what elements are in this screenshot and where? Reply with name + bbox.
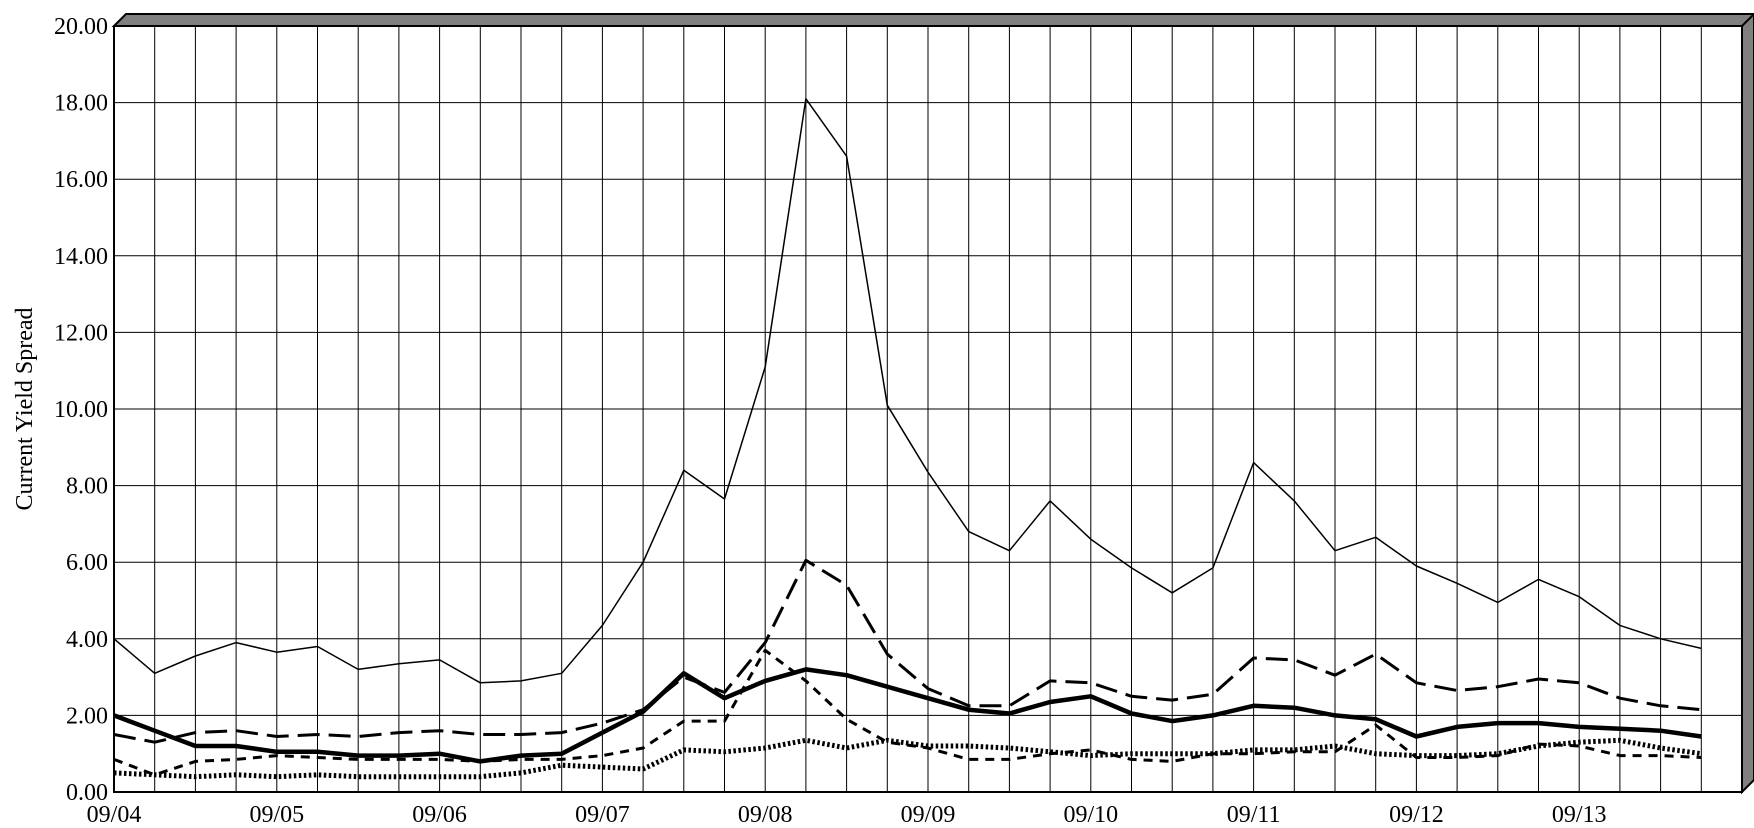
y-tick-label: 12.00: [54, 320, 108, 346]
series-line-5: [113, 737, 1702, 780]
x-tick-label: 09/10: [1063, 802, 1118, 828]
x-tick-label: 09/05: [249, 802, 304, 828]
x-axis-ticks: 09/04 09/05 09/06 09/07 09/08 09/09 09/10 09/11…: [87, 802, 1607, 828]
y-tick-label: 14.00: [54, 244, 108, 270]
y-tick-label: 10.00: [54, 397, 108, 423]
y-tick-label: 6.00: [66, 550, 108, 576]
y-tick-label: 8.00: [66, 474, 108, 500]
y-tick-label: 4.00: [66, 627, 108, 653]
x-tick-label: 09/11: [1227, 802, 1281, 828]
series-line-3: [113, 667, 1702, 764]
plot-border: [113, 25, 1743, 793]
grid: [114, 25, 1742, 793]
x-tick-label: 09/09: [901, 802, 956, 828]
series-layer: [113, 98, 1702, 780]
x-tick-label: 09/07: [575, 802, 630, 828]
x-tick-label: 09/08: [738, 802, 793, 828]
series-line-1: [113, 98, 1702, 684]
y-tick-label: 20.00: [54, 14, 108, 40]
y-axis-ticks: 0.00 2.00 4.00 6.00 8.00 10.00 12.00 14.00 16.00…: [54, 14, 108, 806]
y-tick-label: 18.00: [54, 91, 108, 117]
y-tick-label: 16.00: [54, 167, 108, 193]
x-tick-label: 09/13: [1552, 802, 1607, 828]
series-line-2: [113, 558, 1702, 744]
y-tick-label: 2.00: [66, 703, 108, 729]
y-tick-label: 0.00: [66, 780, 108, 806]
x-tick-label: 09/06: [412, 802, 467, 828]
frame-top-bevel: [111, 13, 1754, 27]
x-tick-label: 09/04: [87, 802, 142, 828]
y-axis-label: Current Yield Spread: [12, 307, 38, 510]
frame-right-bevel: [1741, 12, 1754, 795]
x-tick-label: 09/12: [1389, 802, 1444, 828]
